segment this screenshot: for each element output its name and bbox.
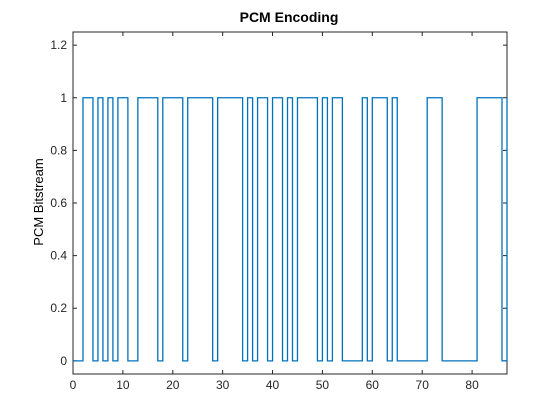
y-tick-label: 0.4 xyxy=(50,249,67,263)
x-tick-label: 10 xyxy=(116,378,130,392)
x-tick-label: 30 xyxy=(216,378,230,392)
x-tick-label: 70 xyxy=(416,378,430,392)
x-tick-label: 50 xyxy=(316,378,330,392)
x-tick-label: 40 xyxy=(266,378,280,392)
y-tick-label: 1 xyxy=(60,91,67,105)
y-tick-label: 0.8 xyxy=(50,143,67,157)
x-tick-label: 0 xyxy=(70,378,77,392)
y-tick-label: 0 xyxy=(60,354,67,368)
y-axis-label: PCM Bitstream xyxy=(31,158,46,245)
bitstream-line xyxy=(73,97,508,362)
y-tick-label: 1.2 xyxy=(50,38,67,52)
x-tick-label: 80 xyxy=(465,378,479,392)
chart-title: PCM Encoding xyxy=(240,9,339,25)
x-tick-label: 60 xyxy=(366,378,380,392)
y-tick-label: 0.6 xyxy=(50,196,67,210)
y-tick-label: 0.2 xyxy=(50,301,67,315)
x-tick-label: 20 xyxy=(166,378,180,392)
plot-area: 0 10 20 30 40 50 60 70 80 0 0.2 0.4 0.6 0.8 1 1.2 xyxy=(50,31,508,392)
